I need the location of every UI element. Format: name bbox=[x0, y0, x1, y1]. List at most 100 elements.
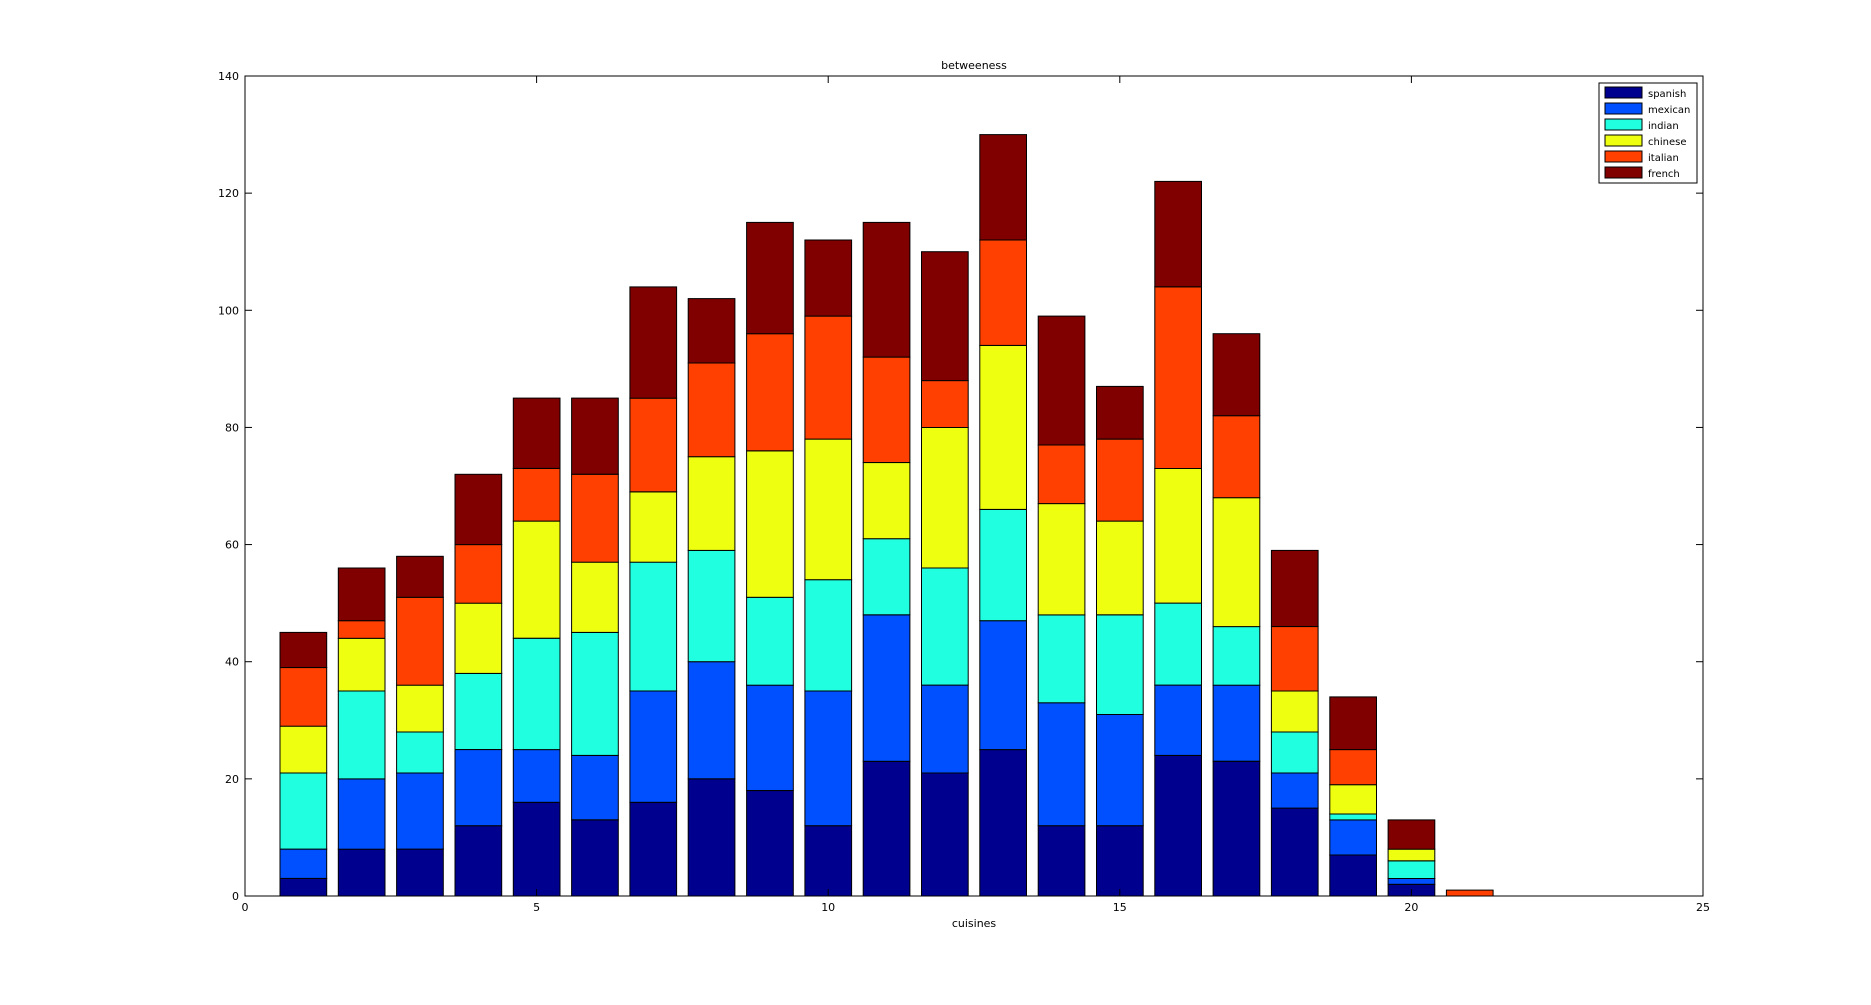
y-tick-label: 140 bbox=[218, 70, 239, 83]
bar-spanish-7 bbox=[629, 801, 678, 897]
bar-chinese-3 bbox=[396, 684, 444, 733]
bar-italian-9 bbox=[746, 333, 794, 452]
bar-mexican-19 bbox=[1329, 819, 1378, 856]
bar-french-16 bbox=[1154, 180, 1203, 288]
legend-swatch-indian bbox=[1604, 118, 1643, 131]
bar-indian-19 bbox=[1329, 813, 1378, 821]
bar-spanish-9 bbox=[746, 790, 794, 897]
legend-label-italian: italian bbox=[1648, 153, 1679, 164]
bar-chinese-9 bbox=[746, 450, 794, 598]
bar-spanish-10 bbox=[804, 825, 853, 897]
bar-italian-18 bbox=[1270, 626, 1319, 692]
bar-italian-19 bbox=[1329, 749, 1378, 786]
legend-box bbox=[1598, 82, 1698, 184]
bar-french-15 bbox=[1096, 385, 1144, 440]
bar-spanish-3 bbox=[396, 848, 444, 897]
bar-spanish-4 bbox=[454, 825, 503, 897]
bar-indian-7 bbox=[629, 561, 678, 692]
legend-label-french: french bbox=[1648, 169, 1680, 180]
bar-french-10 bbox=[804, 239, 853, 317]
bar-spanish-5 bbox=[512, 801, 561, 897]
bar-indian-11 bbox=[862, 538, 911, 616]
bar-french-6 bbox=[571, 397, 619, 475]
legend-swatch-chinese bbox=[1604, 134, 1643, 147]
bar-spanish-11 bbox=[862, 760, 911, 897]
bar-mexican-18 bbox=[1270, 772, 1319, 809]
bar-chinese-4 bbox=[454, 602, 503, 674]
bar-spanish-17 bbox=[1212, 760, 1261, 897]
bar-indian-8 bbox=[687, 549, 736, 663]
bar-french-20 bbox=[1387, 819, 1436, 850]
bar-indian-9 bbox=[746, 596, 794, 686]
x-tick-label: 20 bbox=[1404, 901, 1418, 914]
bar-mexican-1 bbox=[279, 848, 328, 879]
bars-layer bbox=[279, 134, 1494, 897]
bar-italian-11 bbox=[862, 356, 911, 464]
bar-french-13 bbox=[979, 134, 1027, 241]
bar-indian-20 bbox=[1387, 860, 1436, 880]
bar-french-12 bbox=[921, 251, 969, 382]
y-tick-label: 20 bbox=[225, 773, 239, 786]
bar-italian-5 bbox=[512, 467, 561, 522]
x-axis-label: cuisines bbox=[952, 917, 997, 930]
legend-label-mexican: mexican bbox=[1648, 105, 1690, 116]
chart-title: betweeness bbox=[941, 59, 1007, 72]
bar-chinese-7 bbox=[629, 491, 678, 563]
bar-mexican-11 bbox=[862, 614, 911, 762]
legend-swatch-italian bbox=[1604, 150, 1643, 163]
legend-swatch-french bbox=[1604, 166, 1643, 179]
bar-italian-6 bbox=[571, 473, 619, 563]
bar-mexican-9 bbox=[746, 684, 794, 791]
bar-french-9 bbox=[746, 221, 794, 335]
bar-mexican-3 bbox=[396, 772, 444, 850]
bar-chinese-13 bbox=[979, 344, 1027, 510]
bar-italian-8 bbox=[687, 362, 736, 458]
bar-indian-6 bbox=[571, 631, 619, 756]
y-tick-label: 120 bbox=[218, 187, 239, 200]
bar-french-2 bbox=[337, 567, 386, 622]
bar-french-17 bbox=[1212, 333, 1261, 417]
bar-mexican-20 bbox=[1387, 877, 1436, 885]
bar-italian-16 bbox=[1154, 286, 1203, 469]
bar-spanish-14 bbox=[1037, 825, 1086, 897]
bar-italian-1 bbox=[279, 667, 328, 727]
bar-mexican-8 bbox=[687, 661, 736, 780]
bar-indian-18 bbox=[1270, 731, 1319, 774]
bar-mexican-4 bbox=[454, 749, 503, 827]
bar-french-5 bbox=[512, 397, 561, 469]
legend: spanish mexican indian chinese italian french bbox=[1598, 82, 1698, 184]
bar-french-19 bbox=[1329, 696, 1378, 751]
bar-spanish-8 bbox=[687, 778, 736, 897]
bar-indian-4 bbox=[454, 672, 503, 751]
bar-italian-17 bbox=[1212, 415, 1261, 499]
bar-french-3 bbox=[396, 555, 444, 598]
bar-mexican-15 bbox=[1096, 713, 1144, 827]
legend-swatch-mexican bbox=[1604, 102, 1643, 115]
bar-french-7 bbox=[629, 286, 678, 399]
bar-spanish-16 bbox=[1154, 754, 1203, 897]
bar-indian-1 bbox=[279, 772, 328, 850]
bar-mexican-5 bbox=[512, 749, 561, 803]
bar-indian-2 bbox=[337, 690, 386, 780]
bar-indian-10 bbox=[804, 579, 853, 692]
bar-spanish-18 bbox=[1270, 807, 1319, 897]
bar-mexican-6 bbox=[571, 754, 619, 821]
bar-italian-4 bbox=[454, 544, 503, 604]
y-tick-label: 100 bbox=[218, 304, 239, 317]
bar-spanish-6 bbox=[571, 819, 619, 897]
bar-chinese-20 bbox=[1387, 848, 1436, 862]
y-tick-label: 0 bbox=[232, 890, 239, 903]
bar-spanish-13 bbox=[979, 749, 1027, 897]
bar-spanish-2 bbox=[337, 848, 386, 897]
bar-chinese-19 bbox=[1329, 784, 1378, 815]
bar-chinese-14 bbox=[1037, 503, 1086, 616]
bar-italian-13 bbox=[979, 239, 1027, 346]
bar-mexican-10 bbox=[804, 690, 853, 827]
bar-mexican-7 bbox=[629, 690, 678, 803]
bar-italian-7 bbox=[629, 397, 678, 493]
bar-indian-13 bbox=[979, 508, 1027, 622]
bar-italian-10 bbox=[804, 315, 853, 440]
bar-spanish-1 bbox=[279, 877, 328, 897]
bar-mexican-14 bbox=[1037, 702, 1086, 827]
bar-mexican-12 bbox=[921, 684, 969, 774]
